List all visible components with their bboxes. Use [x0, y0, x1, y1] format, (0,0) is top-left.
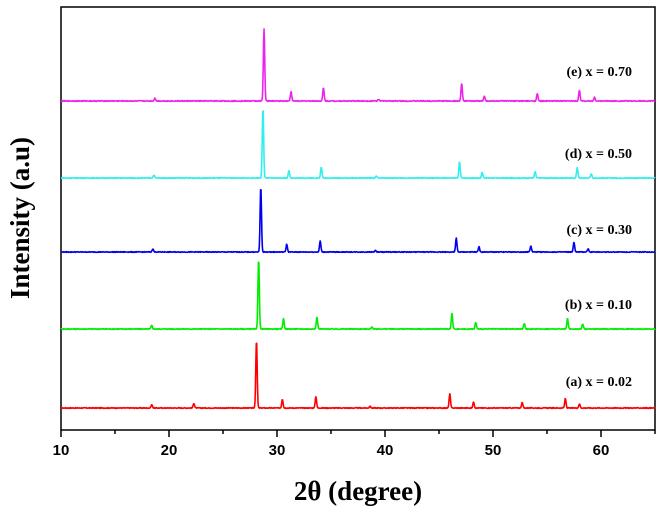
x-tick-label: 40 [377, 442, 394, 459]
series-label-d: (d) x = 0.50 [565, 147, 632, 162]
series-label-a: (a) x = 0.02 [566, 375, 632, 390]
series-label-b: (b) x = 0.10 [565, 298, 632, 313]
series-line-b [60, 261, 656, 331]
x-axis-title: 2θ (degree) [294, 476, 422, 506]
series-label-layer: (a) x = 0.02 (b) x = 0.10 (c) x = 0.30 (d) … [565, 65, 632, 390]
x-tick-label: 60 [593, 442, 610, 459]
x-tick-label: 20 [161, 442, 178, 459]
series-layer [60, 28, 656, 410]
plot-area [60, 6, 656, 431]
series-label-c: (c) x = 0.30 [566, 223, 632, 238]
x-tick-label: 10 [53, 442, 70, 459]
x-tick-label: 30 [269, 442, 286, 459]
x-axis: 10 20 30 40 50 60 [53, 430, 656, 459]
series-line-a [60, 342, 656, 410]
series-line-e [60, 28, 656, 103]
x-tick-label: 50 [485, 442, 502, 459]
series-line-d [60, 110, 656, 180]
series-label-e: (e) x = 0.70 [566, 65, 632, 80]
series-line-c [60, 188, 656, 254]
y-axis-title: Intensity (a.u) [5, 137, 35, 299]
